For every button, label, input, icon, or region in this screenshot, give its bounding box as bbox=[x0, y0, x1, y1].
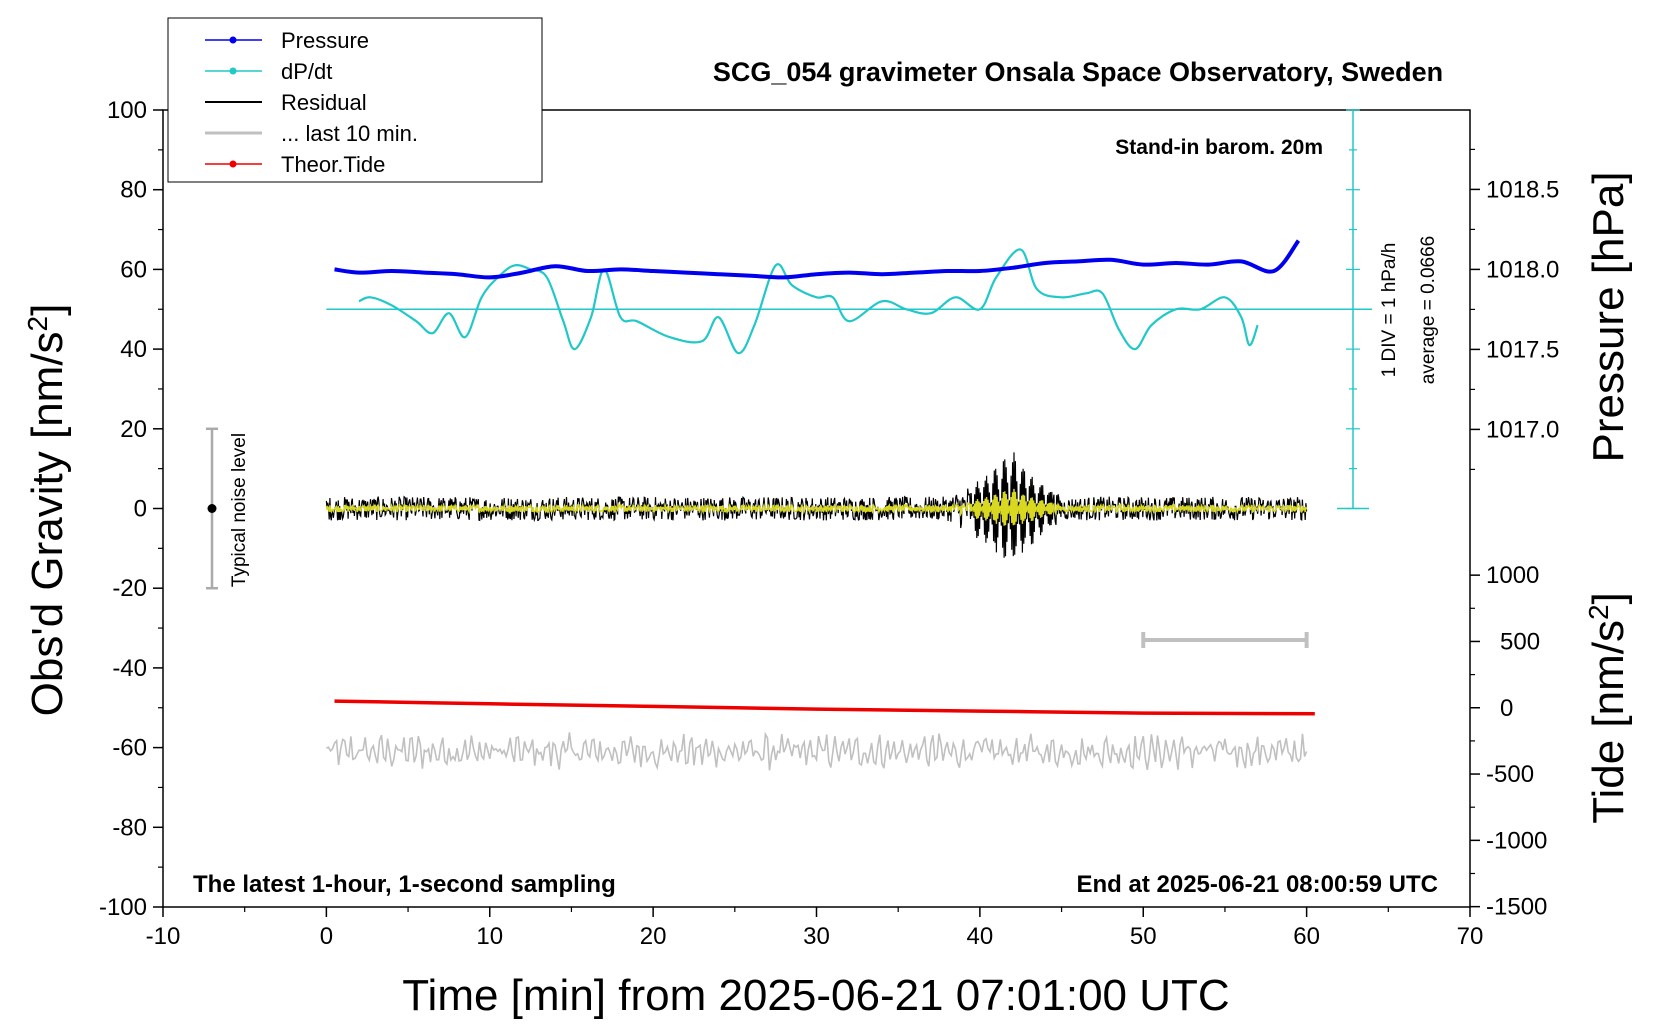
series-residual-smoothed-line bbox=[325, 488, 1308, 526]
tide-axis-ticks: 1000 500 0 -500 -1000 -1500 bbox=[1470, 562, 1547, 921]
pressure-tick-label: 1017.0 bbox=[1486, 416, 1559, 443]
pressure-tick-label: 1018.0 bbox=[1486, 256, 1559, 283]
y-axis-label-end: ] bbox=[23, 304, 72, 316]
series-residual-line bbox=[325, 452, 1308, 558]
x-tick-label: 70 bbox=[1457, 923, 1484, 950]
noise-annotation: Typical noise level bbox=[229, 433, 250, 587]
x-axis-label: Time [min] from 2025-06-21 07:01:00 UTC bbox=[402, 971, 1229, 1020]
x-tick-label: 40 bbox=[967, 923, 994, 950]
dpdt-scale-annotation: 1 DIV = 1 hPa/h bbox=[1379, 243, 1400, 378]
y-tick-label: 100 bbox=[107, 97, 147, 124]
legend-marker bbox=[229, 160, 237, 168]
legend-label: Residual bbox=[281, 90, 367, 115]
tide-tick-label: -500 bbox=[1486, 761, 1534, 788]
tide-tick-label: -1000 bbox=[1486, 827, 1547, 854]
tide-axis-label-sup: 2 bbox=[1583, 604, 1614, 620]
legend-label: Theor.Tide bbox=[281, 152, 385, 177]
legend-marker bbox=[229, 67, 237, 75]
pressure-axis-label: Pressure [hPa] bbox=[1584, 171, 1633, 462]
pressure-tick-label: 1017.5 bbox=[1486, 336, 1559, 363]
pressure-tick-label: 1018.5 bbox=[1486, 176, 1559, 203]
series-group bbox=[206, 239, 1372, 771]
y-tick-label: -100 bbox=[99, 894, 147, 921]
x-tick-label: 50 bbox=[1130, 923, 1157, 950]
legend-label: ... last 10 min. bbox=[281, 121, 418, 146]
tide-axis-label-main: Tide [nm/s bbox=[1584, 620, 1633, 824]
x-tick-label: 20 bbox=[640, 923, 667, 950]
y-tick-label: -60 bbox=[112, 735, 147, 762]
x-tick-label: 60 bbox=[1293, 923, 1320, 950]
y-tick-label: 40 bbox=[120, 336, 147, 363]
noise-bar-center-dot bbox=[207, 504, 217, 513]
y-tick-label: -80 bbox=[112, 814, 147, 841]
bottom-left-annotation: The latest 1-hour, 1-second sampling bbox=[193, 871, 616, 898]
tide-tick-label: 0 bbox=[1500, 695, 1513, 722]
tide-tick-label: 500 bbox=[1500, 628, 1540, 655]
legend-marker bbox=[229, 36, 237, 44]
tide-tick-label: -1500 bbox=[1486, 894, 1547, 921]
tide-axis-label-end: ] bbox=[1584, 592, 1633, 604]
barometer-annotation: Stand-in barom. 20m bbox=[1115, 136, 1323, 159]
x-tick-label: 10 bbox=[476, 923, 503, 950]
y-axis-label-main: Obs'd Gravity [nm/s bbox=[23, 331, 72, 716]
y-tick-label: -20 bbox=[112, 575, 147, 602]
y-tick-label: 20 bbox=[120, 416, 147, 443]
y-tick-label: 0 bbox=[134, 496, 147, 523]
y-tick-label: 60 bbox=[120, 256, 147, 283]
bottom-right-annotation: End at 2025-06-21 08:00:59 UTC bbox=[1077, 871, 1439, 898]
legend: Pressure dP/dt Residual ... last 10 min. The… bbox=[167, 17, 543, 183]
chart-title: SCG_054 gravimeter Onsala Space Observat… bbox=[713, 57, 1443, 87]
pressure-axis-ticks: 1018.5 1018.0 1017.5 1017.0 bbox=[1470, 148, 1559, 470]
legend-box bbox=[167, 17, 543, 183]
y-axis-label-sup: 2 bbox=[22, 316, 53, 332]
series-dpdt-line bbox=[358, 248, 1259, 355]
x-axis-ticks: -10 0 10 20 30 40 50 60 70 bbox=[146, 907, 1484, 950]
dpdt-average-annotation: average = 0.0666 bbox=[1418, 236, 1439, 384]
series-last-10-min-line bbox=[326, 731, 1308, 771]
legend-label: dP/dt bbox=[281, 59, 332, 84]
series-tide-line bbox=[334, 699, 1315, 716]
tide-tick-label: 1000 bbox=[1486, 562, 1539, 589]
x-tick-label: 30 bbox=[803, 923, 830, 950]
x-tick-label: -10 bbox=[146, 923, 181, 950]
y-tick-label: -40 bbox=[112, 655, 147, 682]
legend-label: Pressure bbox=[281, 28, 369, 53]
tide-axis-label: Tide [nm/s2] bbox=[1583, 592, 1634, 824]
series-pressure-line bbox=[334, 239, 1301, 280]
x-tick-label: 0 bbox=[320, 923, 333, 950]
legend-items: Pressure dP/dt Residual ... last 10 min. The… bbox=[205, 28, 418, 177]
y-axis-label: Obs'd Gravity [nm/s2] bbox=[22, 304, 73, 717]
left-y-axis-ticks: 100 80 60 40 20 0 -20 -40 -60 -80 -100 bbox=[99, 97, 163, 921]
y-tick-label: 80 bbox=[120, 177, 147, 204]
